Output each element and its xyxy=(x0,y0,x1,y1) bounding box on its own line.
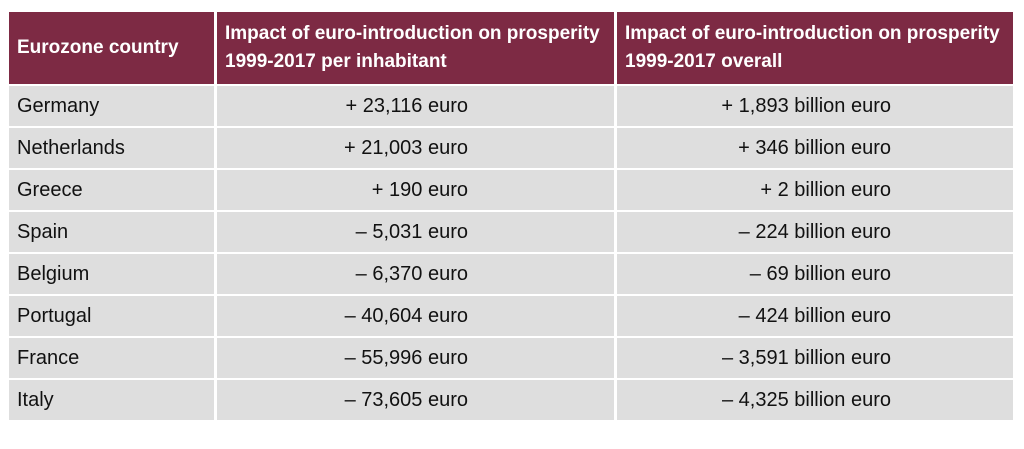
table-row: France – 55,996 euro – 3,591 billion eur… xyxy=(9,338,1013,378)
country-cell: Spain xyxy=(9,212,214,252)
table-row: Germany + 23,116 euro + 1,893 billion eu… xyxy=(9,86,1013,126)
table-body: Germany + 23,116 euro + 1,893 billion eu… xyxy=(9,86,1013,420)
per-inhabitant-cell: – 5,031 euro xyxy=(217,212,614,252)
header-overall: Impact of euro-introduction on prosperit… xyxy=(617,12,1013,84)
header-country: Eurozone country xyxy=(9,12,214,84)
country-cell: Belgium xyxy=(9,254,214,294)
overall-cell: – 4,325 billion euro xyxy=(617,380,1013,420)
country-cell: Italy xyxy=(9,380,214,420)
country-cell: Portugal xyxy=(9,296,214,336)
overall-cell: – 424 billion euro xyxy=(617,296,1013,336)
table-header: Eurozone country Impact of euro-introduc… xyxy=(9,12,1013,84)
table-row: Italy – 73,605 euro – 4,325 billion euro xyxy=(9,380,1013,420)
table-row: Spain – 5,031 euro – 224 billion euro xyxy=(9,212,1013,252)
table-row: Portugal – 40,604 euro – 424 billion eur… xyxy=(9,296,1013,336)
euro-impact-table-container: Eurozone country Impact of euro-introduc… xyxy=(6,10,1016,422)
per-inhabitant-cell: – 55,996 euro xyxy=(217,338,614,378)
table-row: Netherlands + 21,003 euro + 346 billion … xyxy=(9,128,1013,168)
overall-cell: – 224 billion euro xyxy=(617,212,1013,252)
overall-cell: – 69 billion euro xyxy=(617,254,1013,294)
overall-cell: + 346 billion euro xyxy=(617,128,1013,168)
per-inhabitant-cell: – 40,604 euro xyxy=(217,296,614,336)
per-inhabitant-cell: + 21,003 euro xyxy=(217,128,614,168)
table-row: Greece + 190 euro + 2 billion euro xyxy=(9,170,1013,210)
euro-impact-table: Eurozone country Impact of euro-introduc… xyxy=(6,10,1016,422)
table-row: Belgium – 6,370 euro – 69 billion euro xyxy=(9,254,1013,294)
overall-cell: + 1,893 billion euro xyxy=(617,86,1013,126)
per-inhabitant-cell: + 23,116 euro xyxy=(217,86,614,126)
overall-cell: – 3,591 billion euro xyxy=(617,338,1013,378)
per-inhabitant-cell: + 190 euro xyxy=(217,170,614,210)
country-cell: France xyxy=(9,338,214,378)
country-cell: Germany xyxy=(9,86,214,126)
country-cell: Greece xyxy=(9,170,214,210)
header-row: Eurozone country Impact of euro-introduc… xyxy=(9,12,1013,84)
header-per-inhabitant: Impact of euro-introduction on prosperit… xyxy=(217,12,614,84)
per-inhabitant-cell: – 6,370 euro xyxy=(217,254,614,294)
per-inhabitant-cell: – 73,605 euro xyxy=(217,380,614,420)
country-cell: Netherlands xyxy=(9,128,214,168)
overall-cell: + 2 billion euro xyxy=(617,170,1013,210)
